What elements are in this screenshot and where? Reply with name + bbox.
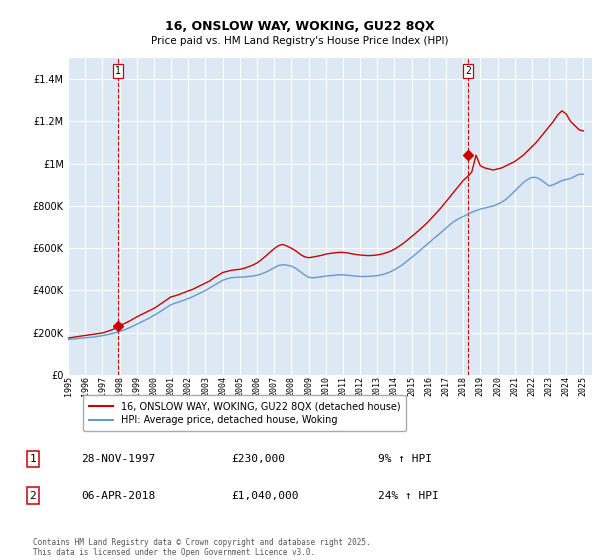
Text: 24% ↑ HPI: 24% ↑ HPI xyxy=(378,491,439,501)
Text: £1,040,000: £1,040,000 xyxy=(231,491,299,501)
Text: 2: 2 xyxy=(29,491,37,501)
Text: 1: 1 xyxy=(115,66,121,76)
Text: 28-NOV-1997: 28-NOV-1997 xyxy=(81,454,155,464)
Text: 1: 1 xyxy=(29,454,37,464)
Text: Contains HM Land Registry data © Crown copyright and database right 2025.
This d: Contains HM Land Registry data © Crown c… xyxy=(33,538,371,557)
Text: 06-APR-2018: 06-APR-2018 xyxy=(81,491,155,501)
Legend: 16, ONSLOW WAY, WOKING, GU22 8QX (detached house), HPI: Average price, detached : 16, ONSLOW WAY, WOKING, GU22 8QX (detach… xyxy=(83,395,406,431)
Text: 16, ONSLOW WAY, WOKING, GU22 8QX: 16, ONSLOW WAY, WOKING, GU22 8QX xyxy=(165,20,435,32)
Text: Price paid vs. HM Land Registry's House Price Index (HPI): Price paid vs. HM Land Registry's House … xyxy=(151,36,449,46)
Text: 9% ↑ HPI: 9% ↑ HPI xyxy=(378,454,432,464)
Text: 2: 2 xyxy=(465,66,471,76)
Text: £230,000: £230,000 xyxy=(231,454,285,464)
